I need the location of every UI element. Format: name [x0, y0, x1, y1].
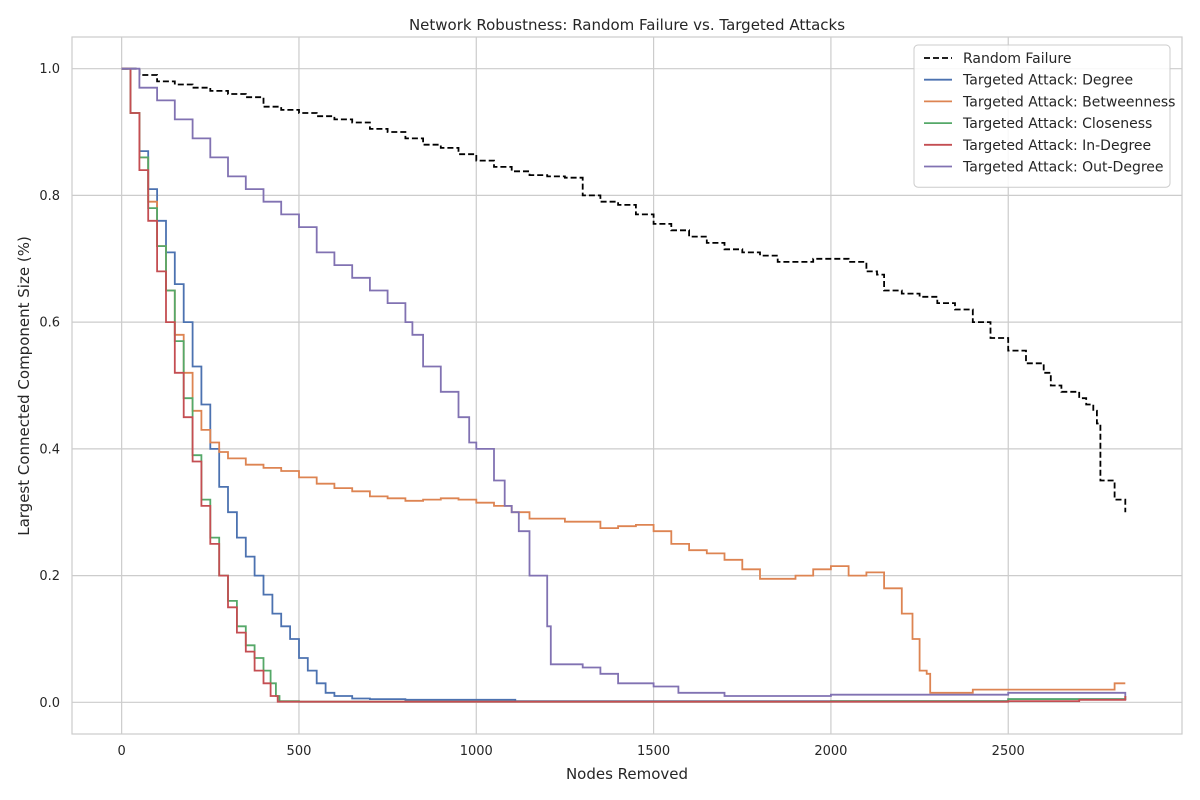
series-line-targeted-attack-in-degree [121, 67, 1127, 703]
legend-box [913, 44, 1171, 188]
series-line-random-failure [121, 67, 1127, 513]
legend-label: Targeted Attack: In-Degree [962, 138, 1151, 154]
x-tick-label: 2000 [814, 744, 847, 759]
y-tick-label: 0.0 [39, 696, 60, 711]
y-axis-title: Largest Connected Component Size (%) [15, 236, 33, 536]
x-axis-title: Nodes Removed [566, 765, 688, 783]
tick-labels: 0 500 1000 1500 2000 2500 0.0 0.2 0.4 0.6 0.8 1.0 [39, 62, 1024, 759]
y-tick-label: 0.6 [39, 316, 60, 331]
legend-label: Targeted Attack: Closeness [962, 116, 1152, 132]
y-tick-label: 0.8 [39, 189, 60, 204]
legend-label: Targeted Attack: Betweenness [962, 94, 1175, 110]
chart-title: Network Robustness: Random Failure vs. T… [409, 16, 845, 34]
x-tick-label: 2500 [992, 744, 1025, 759]
y-tick-label: 0.2 [39, 569, 60, 584]
legend-label: Targeted Attack: Degree [962, 73, 1133, 89]
series-line-targeted-attack-out-degree [121, 67, 1127, 697]
series-line-targeted-attack-degree [121, 67, 1127, 702]
series-lines [121, 67, 1127, 703]
x-tick-label: 0 [118, 744, 126, 759]
x-tick-label: 1000 [460, 744, 493, 759]
x-tick-label: 500 [287, 744, 312, 759]
legend-label: Random Failure [963, 51, 1071, 67]
y-tick-label: 1.0 [39, 62, 60, 77]
y-tick-label: 0.4 [39, 442, 60, 457]
legend: Random Failure Targeted Attack: Degree Tar… [913, 44, 1175, 188]
x-tick-label: 1500 [637, 744, 670, 759]
legend-label: Targeted Attack: Out-Degree [962, 160, 1164, 176]
